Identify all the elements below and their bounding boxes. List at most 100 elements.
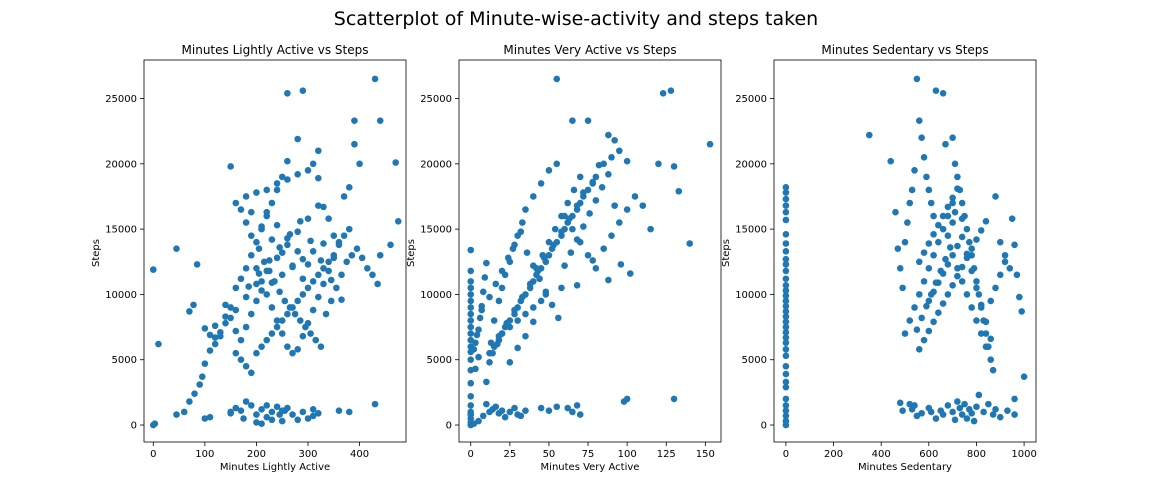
scatter-point [258,406,265,413]
scatter-point [659,90,667,97]
y-axis-label: Steps [721,239,732,267]
scatter-point [586,210,593,217]
scatter-point [369,271,376,279]
scatter-point [317,343,325,350]
scatter-point [537,297,545,305]
scatter-point [949,134,956,142]
scatter-point [338,296,345,303]
scatter-point [371,75,379,83]
scatter-point [782,362,790,370]
scatter-point [253,419,260,426]
scatter-point [949,251,956,259]
scatter-point [304,284,312,292]
y-tick-label: 15000 [420,225,452,236]
scatter-point [946,244,954,251]
scatter-point [592,197,600,204]
x-tick-label: 200 [247,449,266,460]
scatter-point [611,202,618,209]
scatter-point [542,288,550,296]
x-tick-label: 125 [657,449,676,460]
panel-lightly-active: Minutes Lightly Active vs Steps Minutes … [91,43,407,473]
scatter-point [273,317,281,324]
scatter-point [514,344,521,352]
scatter-point [982,318,990,326]
scatter-point [155,340,162,348]
scatter-point [996,413,1004,421]
scatter-point [268,416,276,424]
x-tick-label: 200 [824,449,843,460]
scatter-point [467,392,475,400]
scatter-point [467,284,475,292]
scatter-point [467,297,475,305]
scatter-point [523,249,531,256]
scatter-point [958,215,966,222]
scatter-point [992,406,999,413]
scatter-point [253,411,260,418]
scatter-point [1020,373,1028,381]
scatter-point [294,170,301,178]
scatter-point [782,378,790,386]
scatter-point [330,232,338,239]
scatter-point [358,254,366,262]
scatter-point [944,212,952,220]
scatter-point [247,208,255,216]
scatter-point [935,238,942,246]
scatter-point [944,203,952,211]
scatter-point [569,117,576,125]
scatter-point [564,404,572,412]
scatter-point [227,314,234,322]
scatter-point [299,408,307,416]
scatter-point [567,249,575,256]
scatter-point [939,212,947,220]
scatter-point [498,267,506,275]
scatter-point [289,349,296,357]
scatter-point [564,199,572,207]
scatter-point [932,279,940,286]
scatter-point [930,251,937,259]
scatter-point [335,241,343,249]
scatter-point [483,400,490,408]
scatter-point [616,219,623,226]
scatter-point [317,257,325,264]
scatter-point [335,407,343,414]
scatter-point [647,225,654,233]
scatter-point [479,288,487,296]
scatter-point [782,292,790,300]
scatter-point [782,261,790,268]
scatter-point [467,330,475,337]
y-tick-label: 20000 [420,159,452,170]
scatter-point [186,308,193,315]
scatter-point [1011,411,1018,418]
scatter-point [211,322,219,330]
scatter-point [517,228,525,236]
scatter-point [973,284,980,292]
scatter-point [966,238,973,246]
scatter-point [268,408,276,416]
scatter-point [289,263,296,271]
x-tick-label: 800 [967,449,986,460]
scatter-point [782,345,790,353]
scatter-point [865,131,873,139]
scatter-point [951,416,959,424]
scatter-point [522,310,529,318]
scatter-point [906,199,914,207]
scatter-point [675,187,683,195]
scatter-point [519,219,526,226]
scatter-point [284,176,291,183]
scatter-point [315,147,322,155]
scatter-point [992,284,999,292]
x-tick-label: 600 [919,449,938,460]
scatter-point [514,317,521,324]
scatter-point [670,395,678,403]
scatter-point [472,339,479,347]
scatter-point [939,300,947,307]
scatter-point [255,270,263,277]
scatter-point [954,398,961,405]
scatter-point [498,330,506,337]
scatter-point [483,259,490,267]
scatter-point [956,404,964,412]
scatter-point [304,167,312,174]
scatter-point [289,411,296,418]
scatter-point [356,160,363,168]
scatter-point [478,306,485,314]
